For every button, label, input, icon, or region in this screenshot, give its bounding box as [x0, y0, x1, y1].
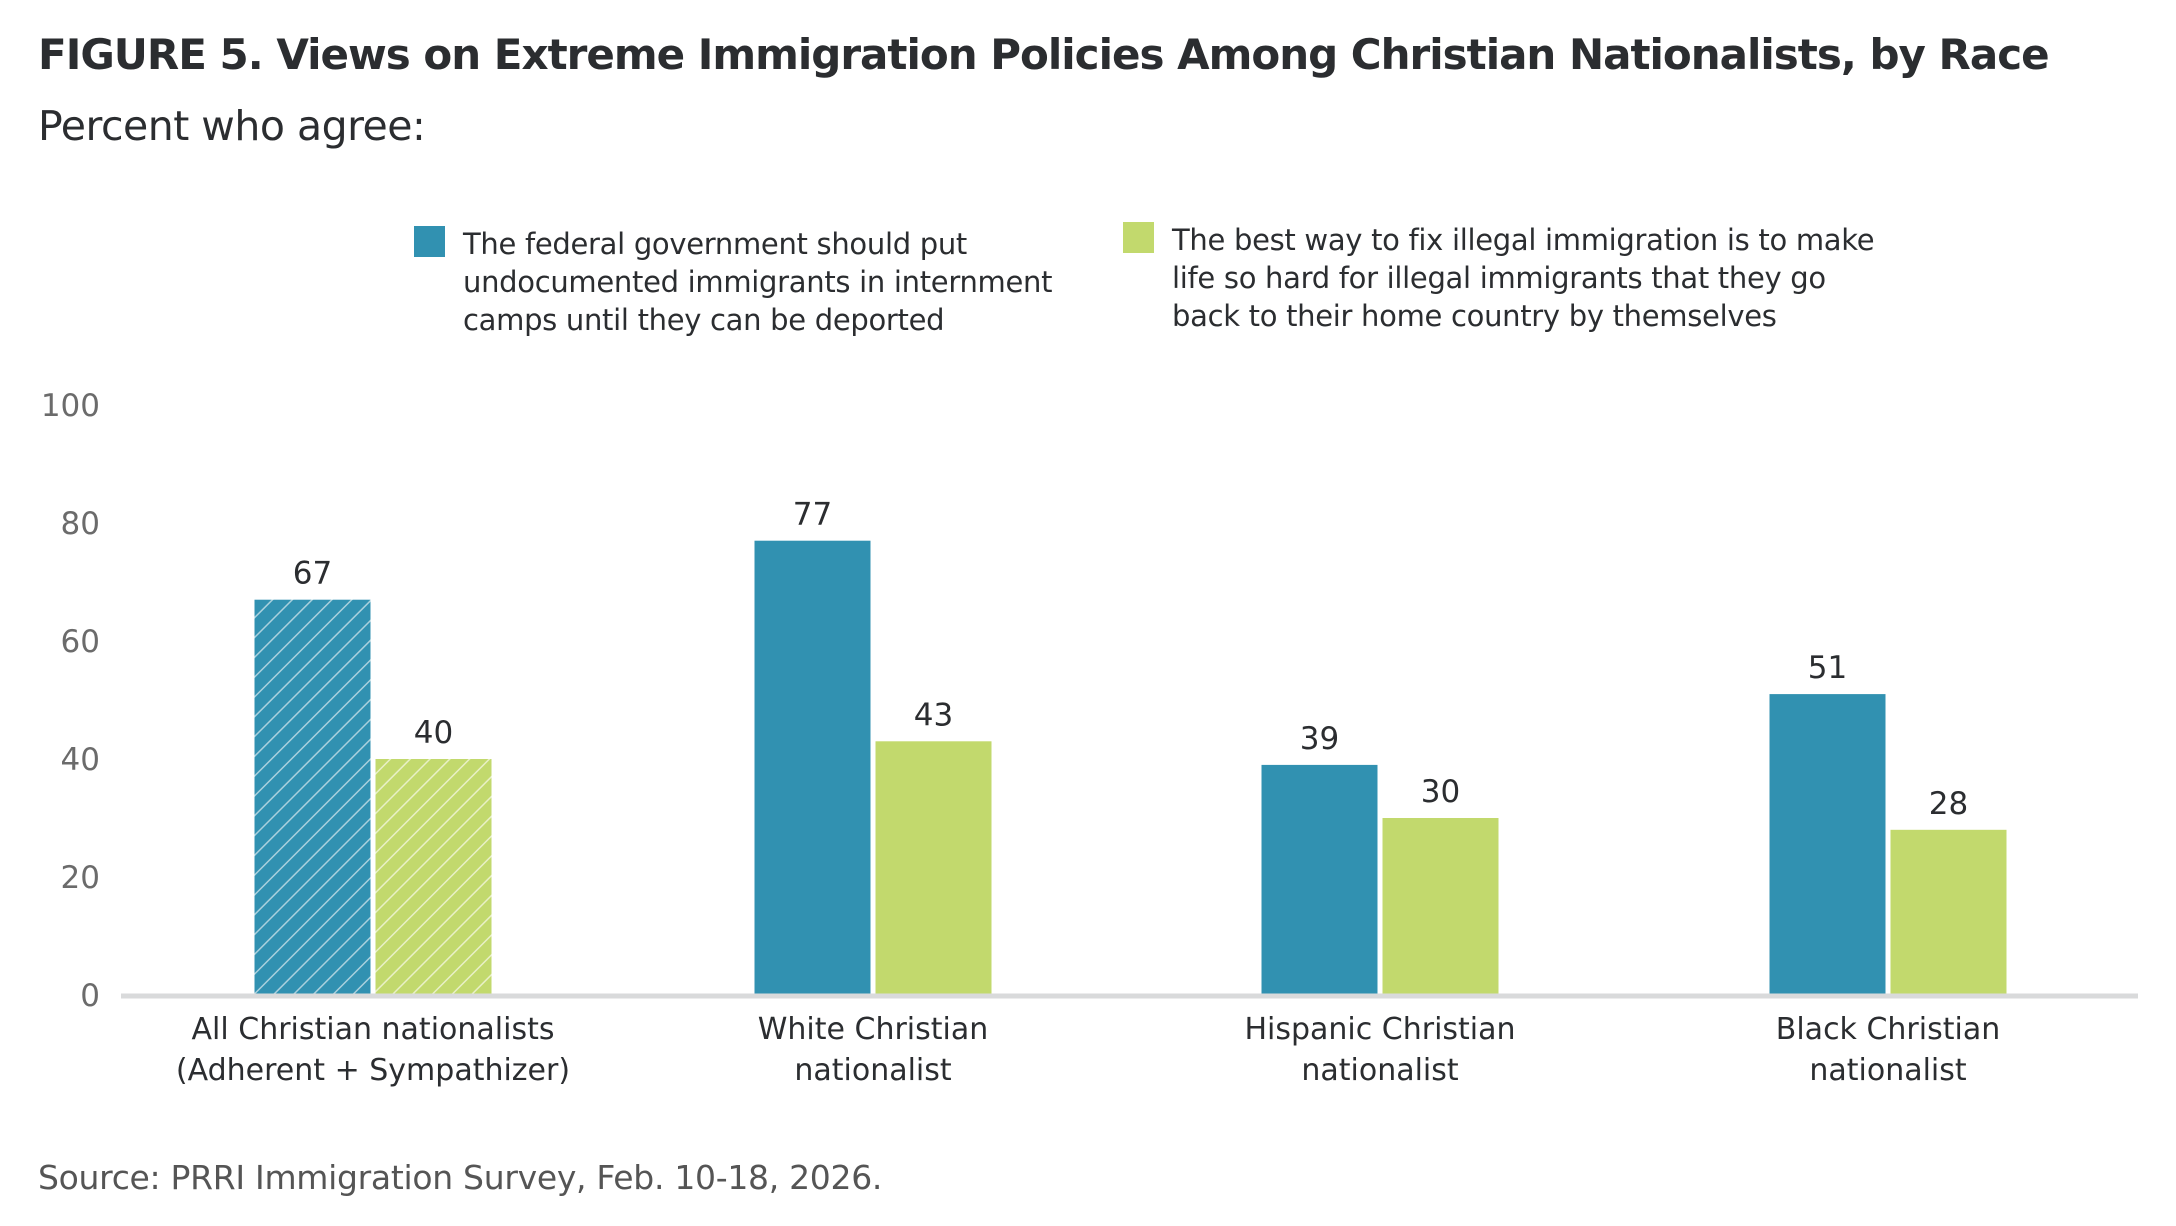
- x-axis: All Christian nationalists (Adherent + Sy…: [121, 993, 2138, 1088]
- data-label: 67: [293, 556, 332, 592]
- bar-internment-camps: [1261, 764, 1378, 995]
- y-tick-label: 60: [61, 624, 100, 660]
- source-note: Source: PRRI Immigration Survey, Feb. 10…: [38, 1158, 883, 1197]
- legend-line: life so hard for illegal immigrants that…: [1172, 261, 1826, 295]
- y-tick-label: 40: [61, 742, 100, 778]
- bar-internment-camps: [754, 540, 871, 995]
- bar-make-life-hard: [875, 741, 992, 995]
- data-label: 43: [914, 697, 953, 733]
- y-tick-label: 100: [41, 388, 100, 424]
- y-tick-label: 20: [61, 860, 100, 896]
- category-label: Black Christian nationalist: [1776, 1012, 2000, 1088]
- legend-line: The best way to fix illegal immigration …: [1172, 223, 1875, 257]
- data-label: 51: [1808, 650, 1847, 686]
- legend-line: The federal government should put: [463, 227, 967, 261]
- legend-line: back to their home country by themselves: [1172, 299, 1777, 333]
- legend-label: The best way to fix illegal immigration …: [1172, 221, 1875, 335]
- bar-internment-camps: [1769, 694, 1886, 995]
- bar-internment-camps: [254, 599, 371, 995]
- legend-swatch-blue: [414, 226, 445, 257]
- y-tick-label: 0: [80, 978, 100, 1014]
- legend-swatch-green: [1123, 222, 1154, 253]
- legend-line: camps until they can be deported: [463, 303, 945, 337]
- bar-make-life-hard: [375, 759, 492, 995]
- category-label: White Christian nationalist: [758, 1012, 989, 1088]
- y-axis: 0 20 40 60 80 100: [41, 388, 100, 1014]
- data-label: 77: [793, 497, 832, 533]
- data-label: 39: [1300, 721, 1339, 757]
- category-label: All Christian nationalists (Adherent + Sy…: [176, 1012, 570, 1088]
- y-tick-label: 80: [61, 506, 100, 542]
- chart-title: FIGURE 5. Views on Extreme Immigration P…: [38, 30, 2050, 79]
- legend-item-make-life-hard: The best way to fix illegal immigration …: [1123, 221, 1875, 335]
- chart-subtitle: Percent who agree:: [38, 102, 426, 150]
- legend-line: undocumented immigrants in internment: [463, 265, 1053, 299]
- legend-item-internment-camps: The federal government should put undocu…: [414, 225, 1052, 339]
- bar-make-life-hard: [1382, 818, 1499, 995]
- data-label: 30: [1421, 774, 1460, 810]
- data-label: 28: [1929, 786, 1968, 822]
- category-label: Hispanic Christian nationalist: [1244, 1012, 1515, 1088]
- bar-make-life-hard: [1890, 829, 2007, 995]
- bars: 67 40 77 43 39 30 51 28: [254, 497, 2007, 995]
- legend-label: The federal government should put undocu…: [463, 225, 1052, 339]
- data-label: 40: [414, 715, 453, 751]
